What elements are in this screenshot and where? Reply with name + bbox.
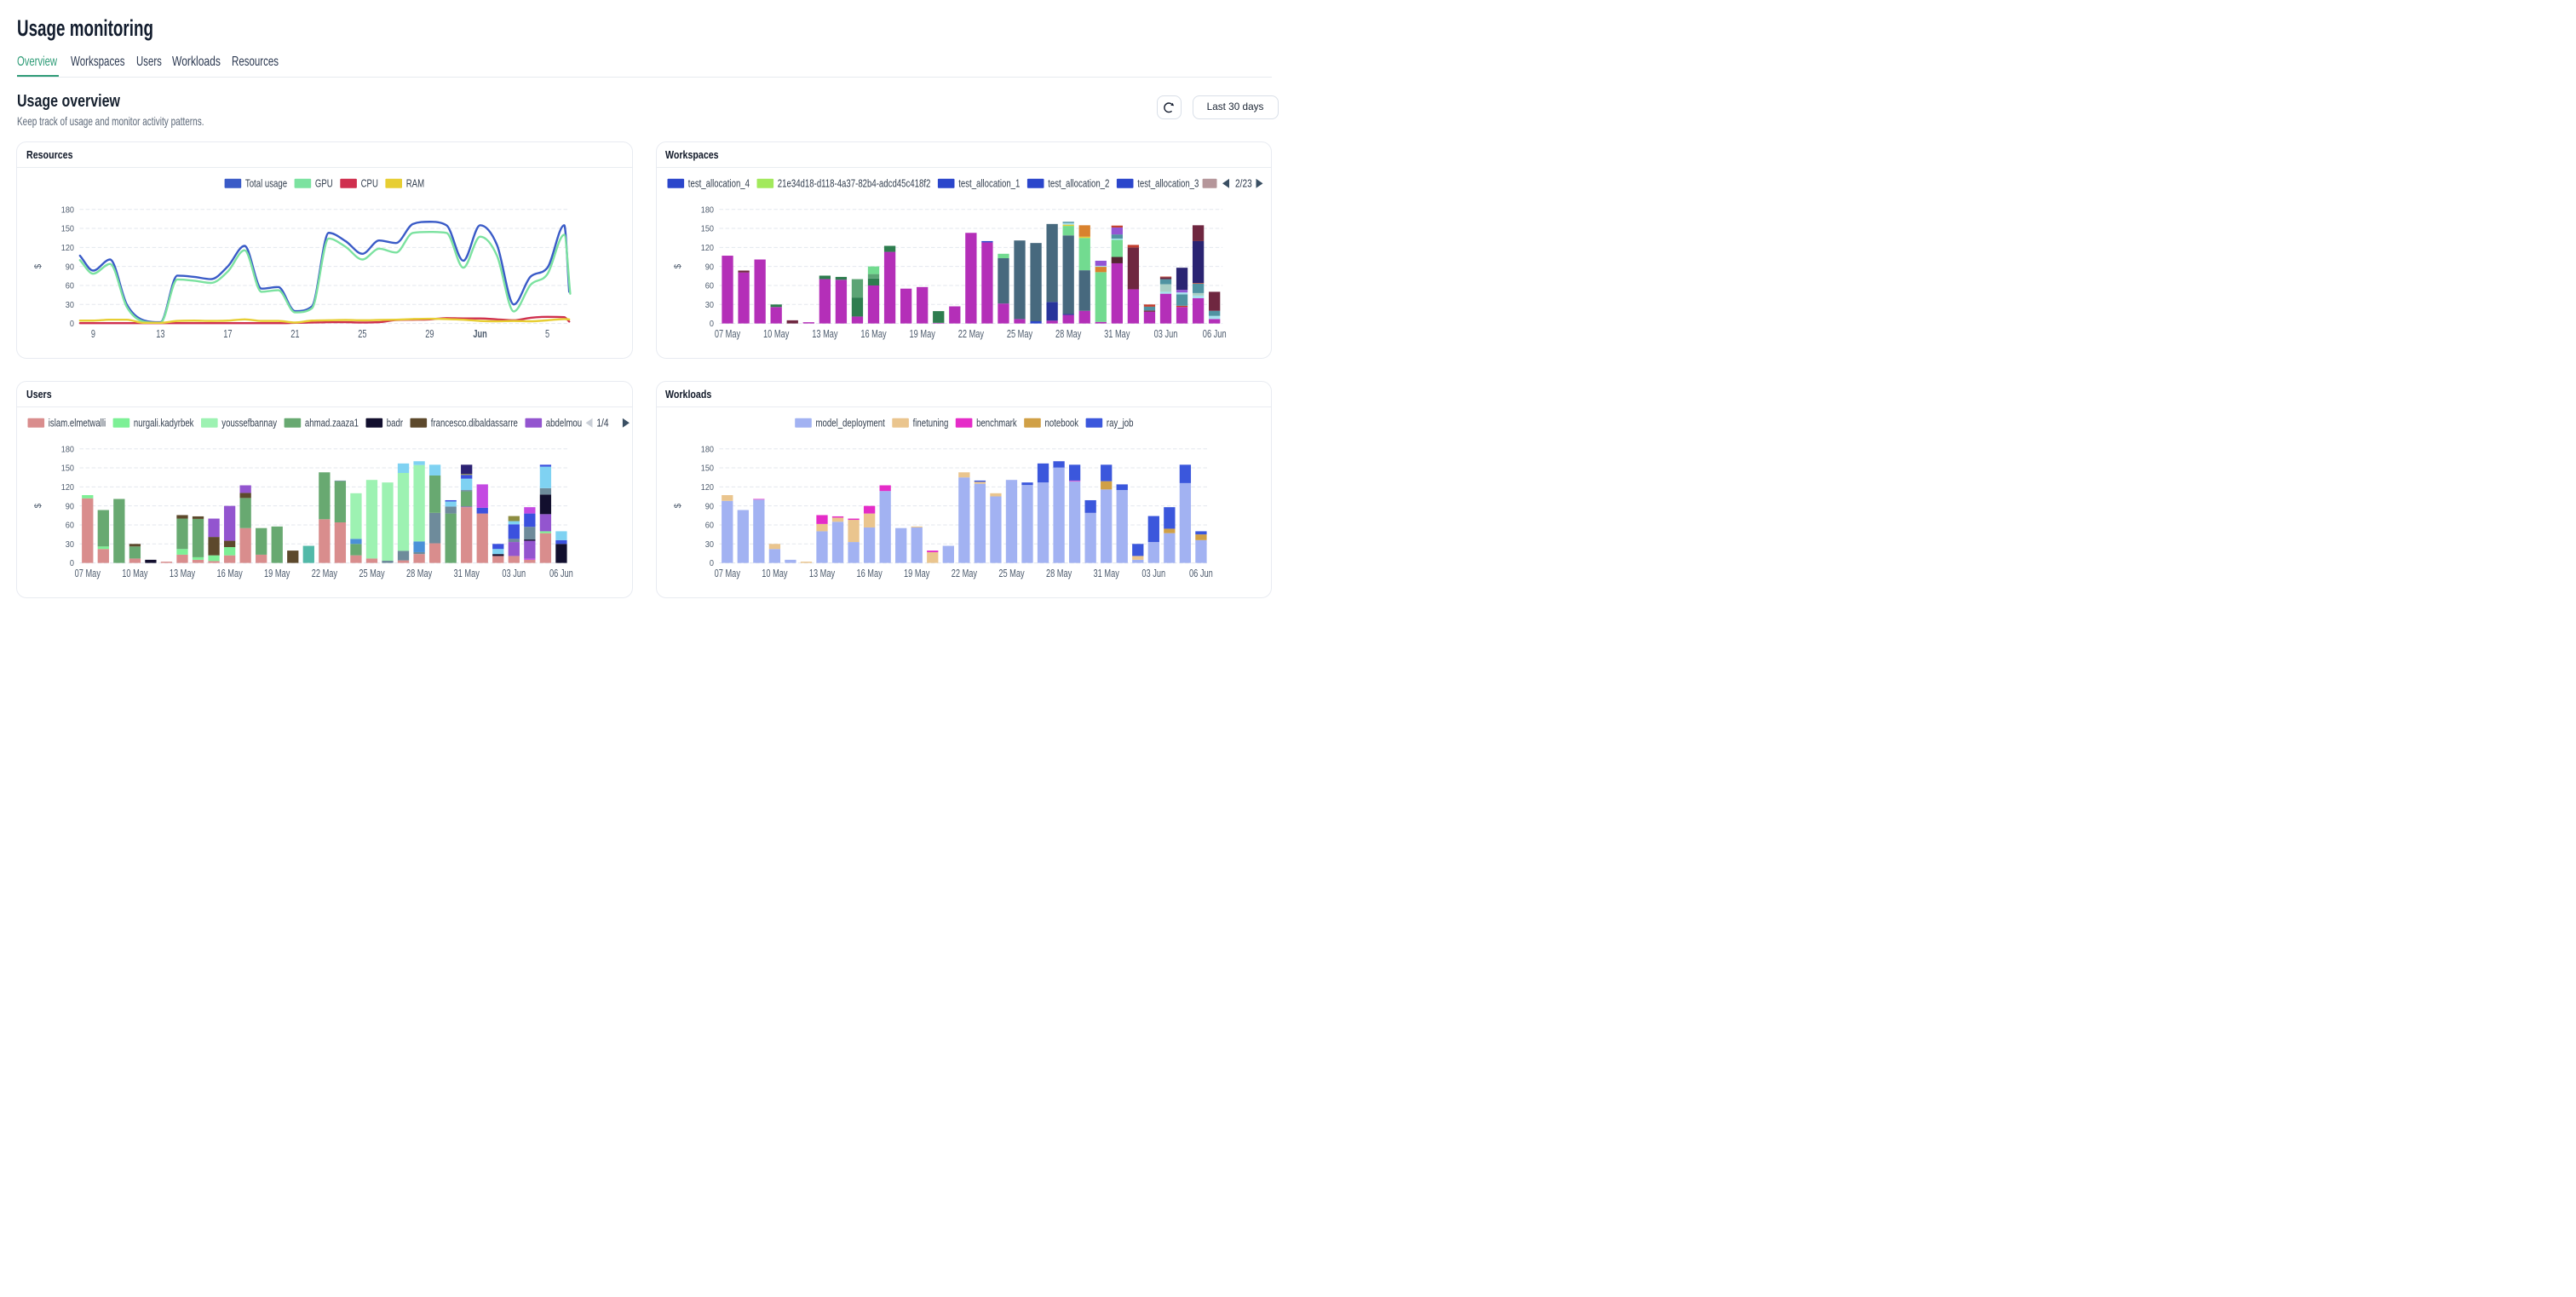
svg-text:$: $ (33, 504, 43, 509)
svg-text:5: 5 (545, 327, 549, 339)
svg-text:29: 29 (426, 327, 434, 339)
svg-text:9: 9 (91, 327, 95, 339)
svg-text:03 Jun: 03 Jun (1141, 568, 1165, 579)
svg-text:150: 150 (61, 463, 74, 473)
svg-text:28 May: 28 May (1055, 327, 1082, 339)
svg-text:90: 90 (66, 501, 74, 511)
svg-text:badr: badr (387, 416, 404, 429)
svg-text:Total usage: Total usage (245, 176, 287, 189)
svg-text:test_allocation_1: test_allocation_1 (958, 176, 1020, 189)
svg-text:Jun: Jun (474, 327, 487, 339)
svg-text:120: 120 (700, 243, 713, 253)
svg-text:test_allocation_3: test_allocation_3 (1137, 176, 1199, 189)
svg-text:150: 150 (700, 223, 713, 233)
svg-text:GPU: GPU (315, 176, 333, 189)
svg-text:13 May: 13 May (170, 568, 196, 579)
svg-text:test_allocation_4: test_allocation_4 (687, 176, 749, 189)
svg-text:30: 30 (704, 299, 713, 309)
svg-text:test_allocation_2: test_allocation_2 (1048, 176, 1109, 189)
svg-text:60: 60 (704, 520, 713, 530)
svg-text:21: 21 (291, 327, 300, 339)
svg-text:60: 60 (704, 280, 713, 291)
svg-text:07 May: 07 May (714, 327, 740, 339)
svg-text:2/23: 2/23 (1235, 176, 1252, 189)
svg-text:150: 150 (700, 463, 713, 473)
svg-text:03 Jun: 03 Jun (503, 568, 526, 579)
svg-text:90: 90 (704, 501, 713, 511)
svg-text:0: 0 (709, 558, 713, 568)
svg-text:22 May: 22 May (951, 568, 977, 579)
svg-text:$: $ (33, 263, 43, 268)
svg-text:03 Jun: 03 Jun (1153, 327, 1177, 339)
svg-text:06 Jun: 06 Jun (549, 568, 573, 579)
svg-text:CPU: CPU (361, 176, 378, 189)
svg-text:25 May: 25 May (359, 568, 386, 579)
svg-text:30: 30 (66, 539, 74, 550)
svg-text:07 May: 07 May (75, 568, 101, 579)
svg-text:10 May: 10 May (123, 568, 149, 579)
svg-text:28 May: 28 May (1045, 568, 1072, 579)
svg-text:28 May: 28 May (406, 568, 433, 579)
svg-text:ahmad.zaaza1: ahmad.zaaza1 (305, 416, 359, 429)
svg-text:180: 180 (61, 205, 74, 215)
svg-text:30: 30 (66, 299, 74, 309)
svg-text:06 Jun: 06 Jun (1189, 568, 1213, 579)
svg-text:30: 30 (704, 539, 713, 550)
svg-text:90: 90 (66, 262, 74, 272)
svg-text:francesco.dibaldassarre: francesco.dibaldassarre (431, 416, 518, 429)
svg-text:ray_job: ray_job (1106, 416, 1133, 429)
svg-text:17: 17 (224, 327, 233, 339)
svg-text:0: 0 (70, 558, 74, 568)
svg-text:60: 60 (66, 280, 74, 291)
svg-text:06 Jun: 06 Jun (1202, 327, 1226, 339)
svg-text:0: 0 (709, 319, 713, 329)
svg-text:21e34d18-d118-4a37-82b4-adcd45: 21e34d18-d118-4a37-82b4-adcd45c418f2 (777, 176, 930, 189)
svg-text:60: 60 (66, 520, 74, 530)
svg-text:19 May: 19 May (909, 327, 935, 339)
svg-text:19 May: 19 May (904, 568, 930, 579)
svg-text:22 May: 22 May (957, 327, 984, 339)
svg-text:120: 120 (61, 482, 74, 493)
svg-text:abdelmou: abdelmou (546, 416, 582, 429)
svg-text:16 May: 16 May (860, 327, 887, 339)
svg-text:120: 120 (700, 482, 713, 493)
svg-text:31 May: 31 May (1104, 327, 1130, 339)
svg-text:19 May: 19 May (264, 568, 290, 579)
svg-text:25 May: 25 May (998, 568, 1025, 579)
svg-text:RAM: RAM (406, 176, 424, 189)
svg-text:25: 25 (359, 327, 367, 339)
svg-text:$: $ (673, 263, 683, 268)
svg-text:model_deployment: model_deployment (815, 416, 885, 429)
svg-text:16 May: 16 May (856, 568, 883, 579)
svg-text:16 May: 16 May (217, 568, 244, 579)
svg-text:13: 13 (157, 327, 165, 339)
svg-text:0: 0 (70, 319, 74, 329)
svg-text:finetuning: finetuning (912, 416, 948, 429)
svg-text:07 May: 07 May (714, 568, 740, 579)
svg-text:13 May: 13 May (812, 327, 838, 339)
svg-text:benchmark: benchmark (976, 416, 1017, 429)
svg-text:1/4: 1/4 (597, 416, 609, 429)
svg-text:180: 180 (700, 444, 713, 454)
svg-text:31 May: 31 May (454, 568, 480, 579)
svg-text:islam.elmetwalli: islam.elmetwalli (49, 416, 106, 429)
svg-text:31 May: 31 May (1093, 568, 1119, 579)
svg-text:180: 180 (700, 205, 713, 215)
svg-text:10 May: 10 May (763, 327, 790, 339)
svg-text:nurgali.kadyrbek: nurgali.kadyrbek (134, 416, 194, 429)
svg-text:youssefbannay: youssefbannay (222, 416, 278, 429)
svg-text:180: 180 (61, 444, 74, 454)
svg-text:$: $ (673, 504, 683, 509)
svg-text:150: 150 (61, 223, 74, 233)
svg-text:13 May: 13 May (808, 568, 835, 579)
svg-text:90: 90 (704, 262, 713, 272)
svg-text:notebook: notebook (1044, 416, 1078, 429)
svg-text:22 May: 22 May (312, 568, 338, 579)
svg-text:120: 120 (61, 243, 74, 253)
svg-text:10 May: 10 May (762, 568, 788, 579)
svg-text:25 May: 25 May (1006, 327, 1032, 339)
